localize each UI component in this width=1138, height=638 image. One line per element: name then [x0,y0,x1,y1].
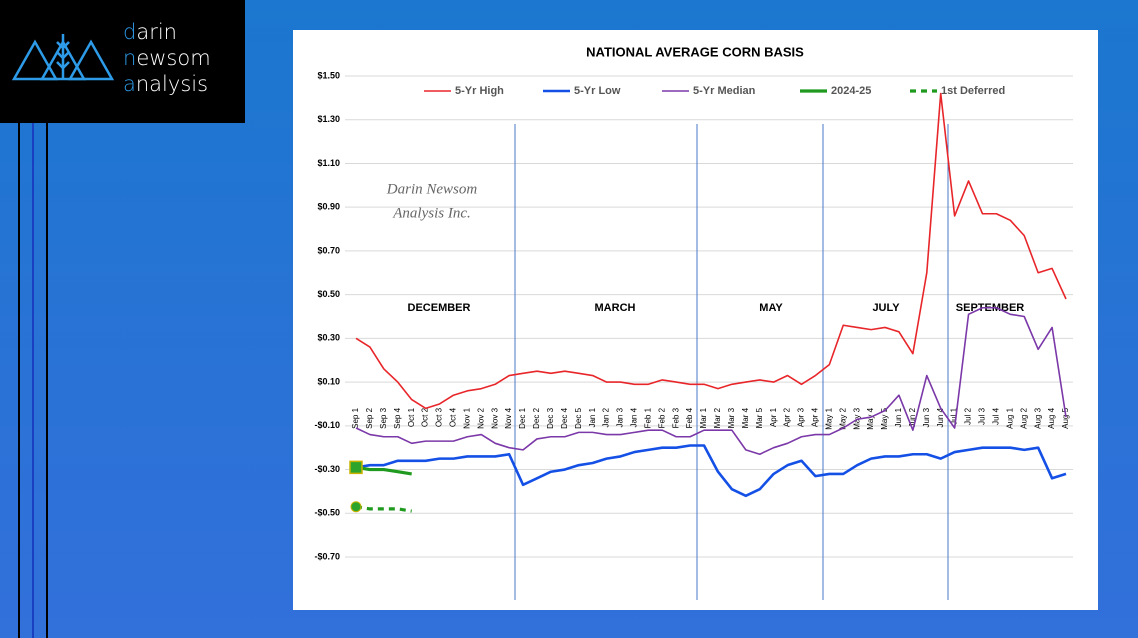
x-tick-label: Jan 2 [602,407,611,427]
x-tick-label: Jun 2 [908,407,917,427]
y-tick-label: -$0.30 [314,464,340,474]
x-tick-label: May 2 [838,407,847,429]
x-tick-label: Jul 2 [964,407,973,424]
legend-label: 5-Yr Low [574,85,621,97]
x-tick-label: Sep 1 [351,407,360,428]
x-tick-label: Nov 4 [504,407,513,428]
x-tick-label: Jun 3 [922,407,931,427]
decor-line [18,123,20,638]
logo-word: darin [123,20,177,44]
watermark: Analysis Inc. [392,205,470,221]
y-tick-label: -$0.10 [314,420,340,430]
y-tick-label: $0.10 [317,376,340,386]
x-tick-label: Jul 3 [978,407,987,424]
x-tick-label: May 4 [866,407,875,429]
x-tick-label: Oct 3 [435,407,444,427]
x-tick-label: Oct 2 [421,407,430,427]
x-tick-label: Apr 3 [797,407,806,427]
y-tick-label: $1.10 [317,158,340,168]
y-tick-label: $0.70 [317,245,340,255]
annotation: JULY [872,302,900,314]
marker [350,501,362,513]
y-tick-label: $1.50 [317,70,340,80]
x-tick-label: Jun 4 [936,407,945,427]
chart-background [293,30,1098,610]
y-tick-label: $0.90 [317,202,340,212]
legend-label: 5-Yr Median [693,85,756,97]
logo-icon [11,34,115,81]
series-line [355,92,1067,410]
series-line [355,465,412,476]
x-tick-label: Dec 1 [518,407,527,428]
x-tick-label: Nov 3 [490,407,499,428]
x-tick-label: Jan 4 [630,407,639,427]
series-line [355,505,412,513]
annotation: DECEMBER [408,302,471,314]
x-tick-label: Dec 4 [560,407,569,428]
x-tick-label: May 1 [824,407,833,429]
chart-title: NATIONAL AVERAGE CORN BASIS [586,44,804,59]
logo-word: analysis [123,72,209,96]
x-tick-label: May 5 [880,407,889,429]
legend-label: 2024-25 [831,85,871,97]
x-tick-label: Mar 3 [727,407,736,428]
legend-label: 1st Deferred [941,85,1005,97]
x-tick-label: Feb 2 [657,407,666,428]
x-tick-label: Feb 1 [643,407,652,428]
logo-word: newsom [123,46,211,70]
x-tick-label: Mar 4 [741,407,750,428]
x-tick-label: Jan 1 [588,407,597,427]
x-tick-label: Nov 1 [462,407,471,428]
x-tick-label: Oct 4 [449,407,458,427]
x-tick-label: Sep 2 [365,407,374,428]
x-tick-label: Oct 1 [407,407,416,427]
watermark: Darin Newsom [386,181,478,197]
annotation: MAY [759,302,783,314]
chart: NATIONAL AVERAGE CORN BASIS $1.50 $1.30 $1… [293,30,1098,610]
y-tick-label: -$0.70 [314,551,340,561]
x-tick-label: Sep 4 [393,407,402,428]
x-tick-label: Feb 3 [671,407,680,428]
series-line [355,306,1067,456]
x-tick-label: Mar 2 [713,407,722,428]
x-tick-label: Jan 3 [616,407,625,427]
x-tick-label: Jul 1 [950,407,959,424]
x-tick-label: Aug 5 [1061,407,1070,428]
x-tick-label: Mar 1 [699,407,708,428]
x-tick-label: Aug 2 [1019,407,1028,428]
y-tick-label: $0.30 [317,333,340,343]
y-tick-label: $0.50 [317,289,340,299]
x-tick-label: Feb 4 [685,407,694,428]
x-tick-label: Jul 4 [992,407,1001,424]
marker [349,460,363,475]
x-tick-label: Aug 1 [1005,407,1014,428]
x-tick-label: Nov 2 [476,407,485,428]
decor-line [32,123,34,638]
x-tick-label: Dec 5 [574,407,583,428]
decor-line [46,123,48,638]
logo: darin newsom analysis [0,0,245,123]
x-tick-label: Apr 2 [783,407,792,427]
x-tick-label: Aug 4 [1047,407,1056,428]
y-tick-label: -$0.50 [314,508,340,518]
y-tick-label: $1.30 [317,114,340,124]
series-line [355,444,1067,498]
x-tick-label: Apr 1 [769,407,778,427]
x-tick-label: Apr 4 [811,407,820,427]
annotation: MARCH [595,302,636,314]
x-tick-label: Mar 5 [755,407,764,428]
x-tick-label: Aug 3 [1033,407,1042,428]
x-tick-label: Dec 3 [546,407,555,428]
legend-label: 5-Yr High [455,85,504,97]
x-tick-label: Jun 1 [894,407,903,427]
x-tick-label: Sep 3 [379,407,388,428]
x-tick-label: Dec 2 [532,407,541,428]
